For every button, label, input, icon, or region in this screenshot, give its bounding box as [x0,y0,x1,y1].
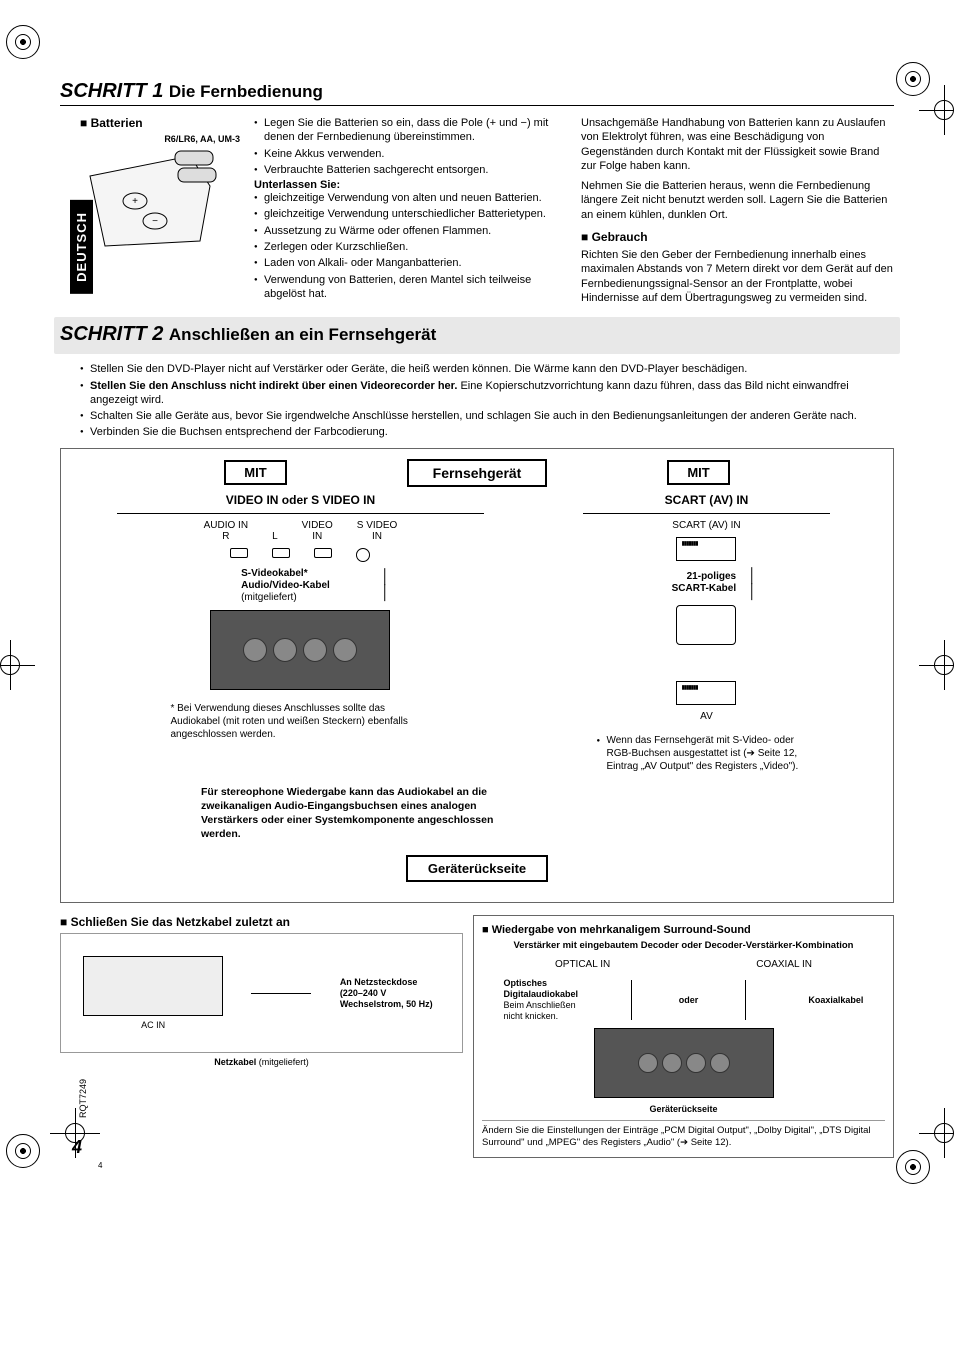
coaxial-cable-label: Koaxialkabel [793,995,863,1006]
arrow-icon: ││ [748,567,757,599]
usage-para: Richten Sie den Geber der Fernbedienung … [581,248,894,305]
scart-cable-label: 21-poliges SCART-Kabel [656,571,736,595]
step2-intro-list: Stellen Sie den DVD-Player nicht auf Ver… [80,362,894,439]
batteries-heading: Batterien [80,116,240,130]
audio-l-port [272,548,290,558]
surround-box: Wiedergabe von mehrkanaligem Surround-So… [473,915,894,1158]
small-page-number: 4 [98,1161,102,1170]
surround-sub: Verstärker mit eingebautem Decoder oder … [482,940,885,951]
step2-prefix: SCHRITT 2 [60,323,163,345]
surround-footer: Ändern Sie die Einstellungen der Einträg… [482,1120,885,1150]
scart-socket-icon [676,681,736,705]
or-label: oder [679,995,699,1006]
step2-subtitle: Anschließen an ein Fernsehgerät [169,325,436,344]
avoid-list: gleichzeitige Verwendung von alten und n… [254,191,567,301]
surround-heading: Wiedergabe von mehrkanaligem Surround-So… [482,924,885,936]
mit-label-right: MIT [667,460,729,485]
scart-plug-icon [676,605,736,645]
av-label: AV [700,711,713,722]
list-item: gleichzeitige Verwendung unterschiedlich… [254,207,567,221]
avoid-heading: Unterlassen Sie: [254,179,567,191]
device-rear-illustration [83,956,223,1016]
storage-para: Nehmen Sie die Batterien heraus, wenn di… [581,179,894,222]
list-item: Verbinden Sie die Buchsen entsprechend d… [80,425,894,439]
list-item: Zerlegen oder Kurzschließen. [254,240,567,254]
scart-socket-icon [676,537,736,561]
battery-instructions-list: Legen Sie die Batterien so ein, dass die… [254,116,567,177]
list-item: gleichzeitige Verwendung von alten und n… [254,191,567,205]
step1-prefix: SCHRITT 1 [60,80,163,102]
registration-mark [6,25,40,59]
document-code: RQT7249 [78,1079,88,1118]
optical-in-label: OPTICAL IN [555,959,610,970]
crop-mark [0,640,35,690]
step1-title: SCHRITT 1 Die Fernbedienung [60,80,894,106]
battery-compartment-illustration: + − [80,146,220,256]
crop-mark [919,85,954,135]
coaxial-in-label: COAXIAL IN [756,959,812,970]
list-item: Legen Sie die Batterien so ein, dass die… [254,116,567,145]
battery-type-label: R6/LR6, AA, UM-3 [80,134,240,144]
step2-title: SCHRITT 2 Anschließen an ein Fernsehgerä… [60,323,894,348]
port-labels-left: AUDIO INRLVIDEOINS VIDEOIN [204,520,398,542]
power-cable-sublabel: (mitgeliefert) [259,1057,309,1067]
step1-subtitle: Die Fernbedienung [169,82,323,101]
arrow-icon: ││ [381,568,390,600]
list-item: Aussetzung zu Wärme oder offenen Flammen… [254,224,567,238]
audio-r-port [230,548,248,558]
video-in-heading: VIDEO IN oder S VIDEO IN [226,493,375,507]
power-heading: Schließen Sie das Netzkabel zuletzt an [60,915,463,929]
svideo-note: * Bei Verwendung dieses Anschlusses soll… [170,702,430,741]
stereo-note: Für stereophone Wiedergabe kann das Audi… [201,785,521,842]
scart-heading: SCART (AV) IN [665,493,749,507]
optical-cable-label: Optisches Digitalaudiokabel [504,978,579,999]
av-cable-label: Audio/Video-Kabel [241,580,361,592]
crop-mark [919,640,954,690]
language-tab: DEUTSCH [70,200,93,294]
crop-mark [919,1108,954,1158]
list-item: Laden von Alkali- oder Manganbatterien. [254,256,567,270]
av-cable-sublabel: (mitgeliefert) [241,592,361,604]
list-item: Schalten Sie alle Geräte aus, bevor Sie … [80,409,894,423]
scart-note: Wenn das Fernsehgerät mit S-Video- oder … [596,734,816,775]
power-cable-label: Netzkabel [214,1057,256,1067]
list-item: Keine Akkus verwenden. [254,147,567,161]
page-number: 4 [72,1137,82,1158]
rear-panel-audio [594,1028,774,1098]
scart-port-label: SCART (AV) IN [672,520,740,531]
rear-panel-left [210,610,390,690]
video-port [314,548,332,558]
svideo-cable-label: S-Videokabel* [241,568,361,580]
rear-label-small: Geräterückseite [482,1104,885,1114]
list-item: Verwendung von Batterien, deren Mantel s… [254,273,567,302]
svg-text:−: − [152,216,158,227]
rear-panel-label: Geräterückseite [406,855,548,882]
ac-in-label: AC IN [83,1020,223,1031]
bold-inline: Stellen Sie den Anschluss nicht indirekt… [90,380,457,392]
list-item: Stellen Sie den Anschluss nicht indirekt… [80,379,894,408]
list-item: Wenn das Fernsehgerät mit S-Video- oder … [596,734,816,773]
power-diagram: AC IN An Netzsteckdose (220–240 V Wechse… [60,933,463,1053]
svg-text:+: + [132,196,138,207]
mit-label-left: MIT [224,460,286,485]
warning-para: Unsachgemäße Handhabung von Batterien ka… [581,116,894,173]
registration-mark [6,1134,40,1168]
outlet-label: An Netzsteckdose (220–240 V Wechselstrom… [340,977,440,1009]
svideo-port [356,548,370,562]
tv-label: Fernsehgerät [407,459,548,487]
usage-heading: Gebrauch [581,230,894,244]
list-item: Verbrauchte Batterien sachgerecht entsor… [254,163,567,177]
list-item: Stellen Sie den DVD-Player nicht auf Ver… [80,362,894,376]
connection-diagram: MIT Fernsehgerät MIT VIDEO IN oder S VID… [60,448,894,904]
optical-note: Beim Anschließen nicht knicken. [504,1000,576,1021]
